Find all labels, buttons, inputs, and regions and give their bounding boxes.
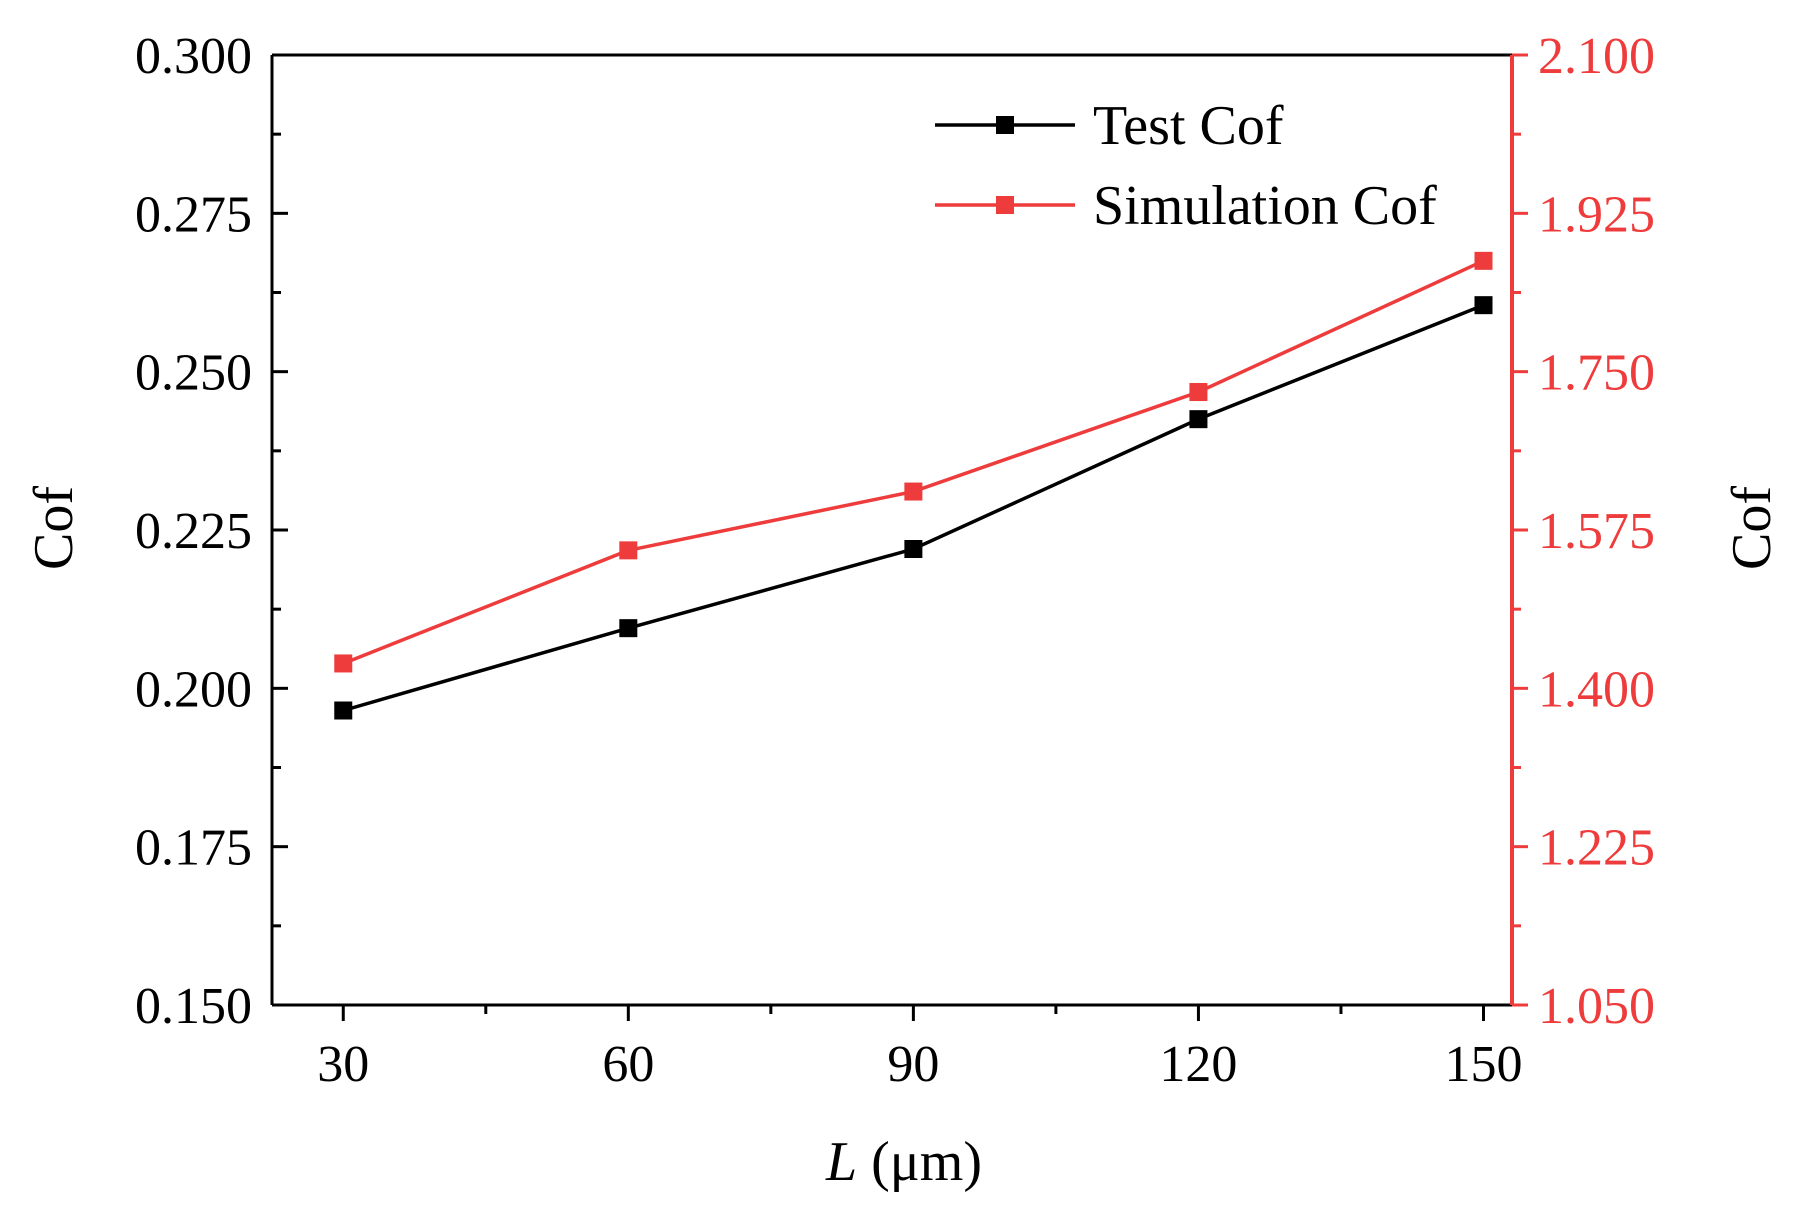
data-point-test-cof [1474, 296, 1493, 315]
y-left-tick-label: 0.225 [135, 503, 252, 560]
legend-label: Test Cof [1093, 95, 1284, 157]
y-right-tick-label: 1.925 [1538, 186, 1655, 243]
data-point-simulation-cof [1474, 251, 1493, 270]
data-point-test-cof [619, 619, 638, 638]
data-point-test-cof [334, 701, 353, 720]
data-point-test-cof [904, 540, 923, 558]
data-point-test-cof [1189, 410, 1208, 429]
x-tick-label: 30 [317, 1036, 369, 1093]
data-point-simulation-cof [904, 482, 923, 501]
x-axis-label-italic: L [825, 1131, 857, 1193]
y-left-tick-label: 0.150 [135, 978, 252, 1035]
y-axis-left-label: Cof [23, 486, 85, 570]
series-line-test-cof [342, 303, 1485, 713]
x-tick-label: 90 [887, 1036, 939, 1093]
y-left-tick-label: 0.250 [135, 345, 252, 402]
x-axis-label: L (μm) [825, 1131, 982, 1193]
y-left-tick-label: 0.275 [135, 186, 252, 243]
y-right-tick-label: 1.050 [1538, 978, 1655, 1035]
x-tick-label: 150 [1444, 1036, 1522, 1093]
data-point-simulation-cof [619, 541, 638, 560]
x-tick-label: 60 [602, 1036, 654, 1093]
y-right-tick-label: 1.750 [1538, 345, 1655, 402]
x-axis-label-unit: (μm) [857, 1131, 982, 1193]
data-point-simulation-cof [1189, 383, 1208, 402]
y-axis-right-label: Cof [1721, 486, 1783, 570]
legend-marker [996, 116, 1014, 134]
y-left-tick-label: 0.200 [135, 661, 252, 718]
y-left-tick-label: 0.175 [135, 820, 252, 877]
x-tick-label: 120 [1159, 1036, 1237, 1093]
data-point-simulation-cof [334, 654, 353, 673]
legend-marker [996, 196, 1014, 214]
legend-label: Simulation Cof [1093, 175, 1437, 237]
series-line-simulation-cof [342, 259, 1485, 666]
y-right-tick-label: 1.225 [1538, 820, 1655, 877]
y-left-tick-label: 0.300 [135, 28, 252, 85]
y-right-tick-label: 1.400 [1538, 661, 1655, 718]
y-right-tick-label: 1.575 [1538, 503, 1655, 560]
y-right-tick-label: 2.100 [1538, 28, 1655, 85]
